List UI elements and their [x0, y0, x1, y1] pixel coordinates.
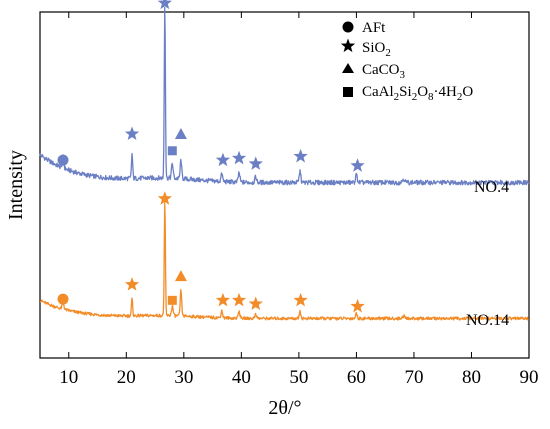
legend-label-caco3: CaCO3 — [362, 62, 406, 81]
star-marker — [124, 126, 140, 141]
x-tick-label: 90 — [520, 367, 539, 388]
series-line-1 — [39, 202, 529, 321]
star-marker — [248, 156, 263, 170]
legend-label-sio2: SiO2 — [362, 40, 391, 59]
star-marker — [293, 148, 308, 163]
legend-triangle-icon — [342, 63, 354, 73]
star-marker — [157, 191, 172, 205]
series-label-no14: NO.14 — [466, 312, 509, 329]
x-tick-label: 60 — [347, 367, 366, 388]
square-marker — [167, 295, 177, 305]
x-tick-label: 80 — [462, 367, 481, 388]
x-axis-label: 2θ/° — [268, 397, 301, 419]
star-marker — [248, 296, 263, 311]
star-marker — [215, 292, 231, 307]
legend-circle-icon — [342, 21, 354, 33]
x-tick-label: 10 — [59, 367, 78, 388]
x-tick-label: 70 — [404, 367, 423, 388]
circle-marker — [57, 154, 69, 166]
star-marker — [231, 292, 247, 307]
legend-label-aft: AFt — [362, 20, 386, 36]
star-marker — [215, 152, 231, 167]
legend-label-caal2si2o8: CaAl2Si2O8·4H2O — [362, 84, 473, 103]
x-tick-label: 40 — [232, 367, 251, 388]
x-tick-label: 20 — [117, 367, 136, 388]
y-axis-label: Intensity — [5, 150, 27, 220]
star-marker — [231, 150, 247, 165]
x-tick-label: 50 — [289, 367, 308, 388]
series-label-no4: NO.4 — [474, 179, 509, 196]
x-ticks: 10 20 30 40 50 60 70 80 90 — [59, 12, 539, 388]
star-marker — [293, 292, 308, 307]
circle-marker — [57, 293, 69, 305]
triangle-marker — [174, 127, 187, 139]
star-marker — [350, 298, 365, 313]
series-line-0 — [39, 6, 530, 186]
star-marker — [350, 158, 365, 172]
legend-star-icon — [340, 38, 356, 53]
phase-markers — [57, 0, 365, 313]
square-marker — [167, 146, 177, 156]
star-marker — [157, 0, 172, 10]
series-layer — [39, 6, 530, 321]
star-marker — [124, 277, 140, 291]
legend-square-icon — [343, 87, 353, 97]
legend: AFt SiO2 CaCO3 CaAl2Si2O8·4H2O — [340, 20, 473, 103]
plot-frame — [39, 11, 530, 359]
x-tick-label: 30 — [174, 367, 193, 388]
triangle-marker — [174, 270, 187, 282]
